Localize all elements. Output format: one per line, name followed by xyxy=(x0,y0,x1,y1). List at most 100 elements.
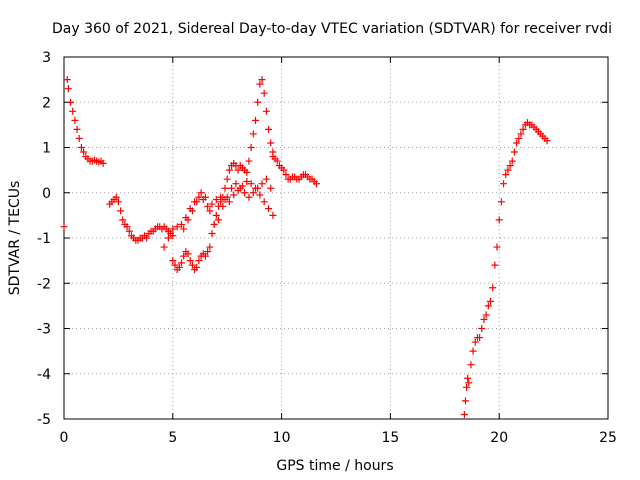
data-point xyxy=(245,157,253,165)
data-point xyxy=(258,76,266,84)
data-point xyxy=(64,85,72,93)
data-point xyxy=(241,189,249,197)
data-point xyxy=(513,139,521,147)
data-point xyxy=(171,261,179,269)
data-point xyxy=(258,180,266,188)
data-point xyxy=(273,157,281,165)
data-point xyxy=(225,166,233,174)
data-point xyxy=(204,202,212,210)
data-point xyxy=(506,162,514,170)
data-point xyxy=(247,180,255,188)
data-point xyxy=(221,184,229,192)
data-point xyxy=(208,229,216,237)
data-point xyxy=(204,248,212,256)
data-point xyxy=(119,216,127,224)
data-point xyxy=(480,315,488,323)
data-point xyxy=(219,202,227,210)
data-point xyxy=(500,180,508,188)
y-tick-label: 0 xyxy=(42,186,51,202)
data-point xyxy=(515,134,523,142)
y-tick-labels: -5 -4 -3 -2 -1 0 1 2 3 xyxy=(37,50,51,428)
data-point xyxy=(169,257,177,265)
data-point xyxy=(173,223,181,231)
data-point xyxy=(467,361,475,369)
y-tick-label: 3 xyxy=(42,50,51,66)
data-point xyxy=(469,347,477,355)
data-point xyxy=(197,189,205,197)
data-point xyxy=(262,107,270,115)
data-point xyxy=(247,144,255,151)
data-point xyxy=(243,168,251,176)
data-point xyxy=(228,184,236,192)
y-tick-label: -2 xyxy=(37,276,51,292)
data-point xyxy=(112,193,120,201)
data-point xyxy=(201,193,209,201)
data-point xyxy=(256,191,264,199)
data-point xyxy=(214,216,222,224)
data-point xyxy=(206,207,214,215)
x-tick-label: 0 xyxy=(60,430,69,446)
data-point xyxy=(114,198,122,206)
data-point xyxy=(234,166,242,174)
data-point xyxy=(486,297,494,305)
data-point xyxy=(178,220,186,228)
data-point xyxy=(212,196,220,204)
data-point xyxy=(543,137,551,145)
data-point xyxy=(225,198,233,206)
data-point xyxy=(175,263,183,271)
data-point xyxy=(504,166,512,174)
x-axis-label: GPS time / hours xyxy=(276,458,393,474)
y-tick-label: -1 xyxy=(37,231,51,247)
data-point xyxy=(282,171,290,179)
data-point xyxy=(251,116,259,124)
data-point xyxy=(206,243,214,251)
data-point xyxy=(99,159,107,167)
data-point xyxy=(461,397,469,405)
data-point xyxy=(249,130,257,138)
data-point xyxy=(260,89,268,97)
data-point xyxy=(63,76,71,84)
data-point xyxy=(484,302,492,310)
data-point xyxy=(195,257,203,265)
data-point xyxy=(125,227,133,235)
data-point xyxy=(493,243,501,251)
data-point xyxy=(236,184,244,192)
data-point xyxy=(164,234,172,242)
data-point xyxy=(489,284,497,292)
data-point xyxy=(210,220,218,228)
data-point xyxy=(180,225,188,233)
data-point xyxy=(223,193,231,201)
data-point xyxy=(256,80,264,88)
data-point xyxy=(497,198,505,206)
data-point xyxy=(265,205,273,213)
data-point xyxy=(67,98,75,106)
data-point xyxy=(312,180,320,188)
data-point xyxy=(188,207,196,215)
chart-title: Day 360 of 2021, Sidereal Day-to-day VTE… xyxy=(52,21,612,37)
y-tick-label: 1 xyxy=(42,141,51,157)
data-points xyxy=(60,76,551,418)
data-point xyxy=(60,223,68,231)
data-point xyxy=(254,184,262,192)
data-point xyxy=(502,171,510,179)
data-point xyxy=(195,193,203,201)
data-point xyxy=(123,223,131,231)
data-point xyxy=(495,216,503,224)
x-tick-label: 5 xyxy=(168,430,177,446)
data-point xyxy=(510,148,518,156)
data-point xyxy=(478,325,486,332)
y-axis-label: SDTVAR / TECUs xyxy=(7,181,23,296)
data-point xyxy=(508,157,516,165)
data-point xyxy=(230,191,238,199)
data-point xyxy=(193,263,201,271)
data-point xyxy=(460,410,468,418)
data-point xyxy=(212,211,220,219)
data-point xyxy=(217,193,225,201)
data-point xyxy=(519,125,527,133)
data-point xyxy=(265,125,273,133)
data-point xyxy=(184,250,192,258)
x-tick-label: 25 xyxy=(599,430,617,446)
y-tick-label: -3 xyxy=(37,322,51,338)
data-point xyxy=(180,252,188,260)
